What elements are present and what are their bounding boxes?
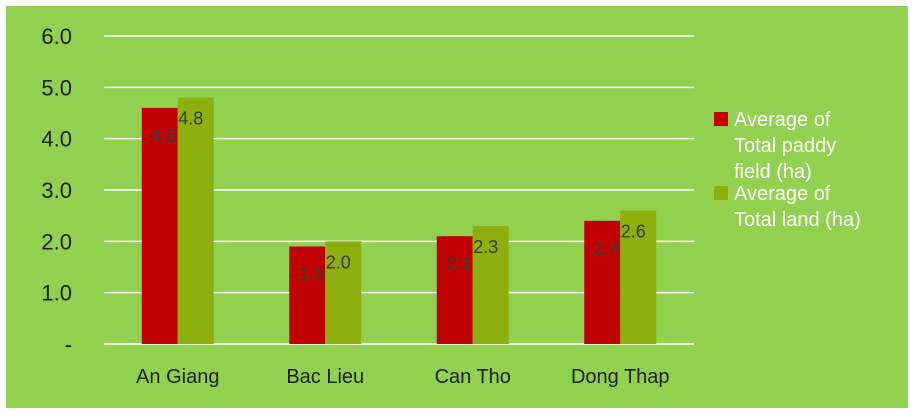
- bar-paddy-field: [436, 236, 473, 344]
- legend-label: Average of: [734, 109, 831, 131]
- x-category-label: Can Tho: [435, 366, 511, 388]
- bar-paddy-field: [141, 107, 178, 344]
- data-label: 2.0: [326, 252, 351, 272]
- y-tick-label: 3.0: [41, 178, 72, 203]
- y-tick-label: 4.0: [41, 127, 72, 152]
- data-label: 4.8: [178, 109, 203, 129]
- legend-swatch: [714, 112, 728, 126]
- y-tick-label: 6.0: [41, 24, 72, 49]
- data-label: 4.6: [151, 126, 176, 146]
- legend-label: field (ha): [734, 161, 812, 183]
- bar-total-land: [177, 97, 214, 344]
- y-tick-label: -: [65, 332, 72, 357]
- bar-paddy-field: [584, 220, 621, 344]
- x-category-label: An Giang: [136, 366, 219, 388]
- y-tick-label: 5.0: [41, 75, 72, 100]
- data-label: 1.9: [299, 264, 324, 284]
- legend-label: Total paddy: [734, 135, 836, 157]
- data-label: 2.3: [473, 237, 498, 257]
- data-label: 2.1: [446, 254, 471, 274]
- x-category-label: Bac Lieu: [286, 366, 364, 388]
- bar-paddy-field: [289, 246, 326, 344]
- legend-swatch: [714, 186, 728, 200]
- bar-total-land: [620, 210, 657, 344]
- y-tick-label: 2.0: [41, 229, 72, 254]
- legend-label: Total land (ha): [734, 209, 861, 231]
- y-tick-label: 1.0: [41, 281, 72, 306]
- bar-total-land: [472, 225, 509, 344]
- legend-label: Average of: [734, 183, 831, 205]
- x-category-label: Dong Thap: [571, 366, 670, 388]
- data-label: 2.6: [621, 222, 646, 242]
- bar-total-land: [325, 241, 362, 344]
- data-label: 2.4: [594, 239, 619, 259]
